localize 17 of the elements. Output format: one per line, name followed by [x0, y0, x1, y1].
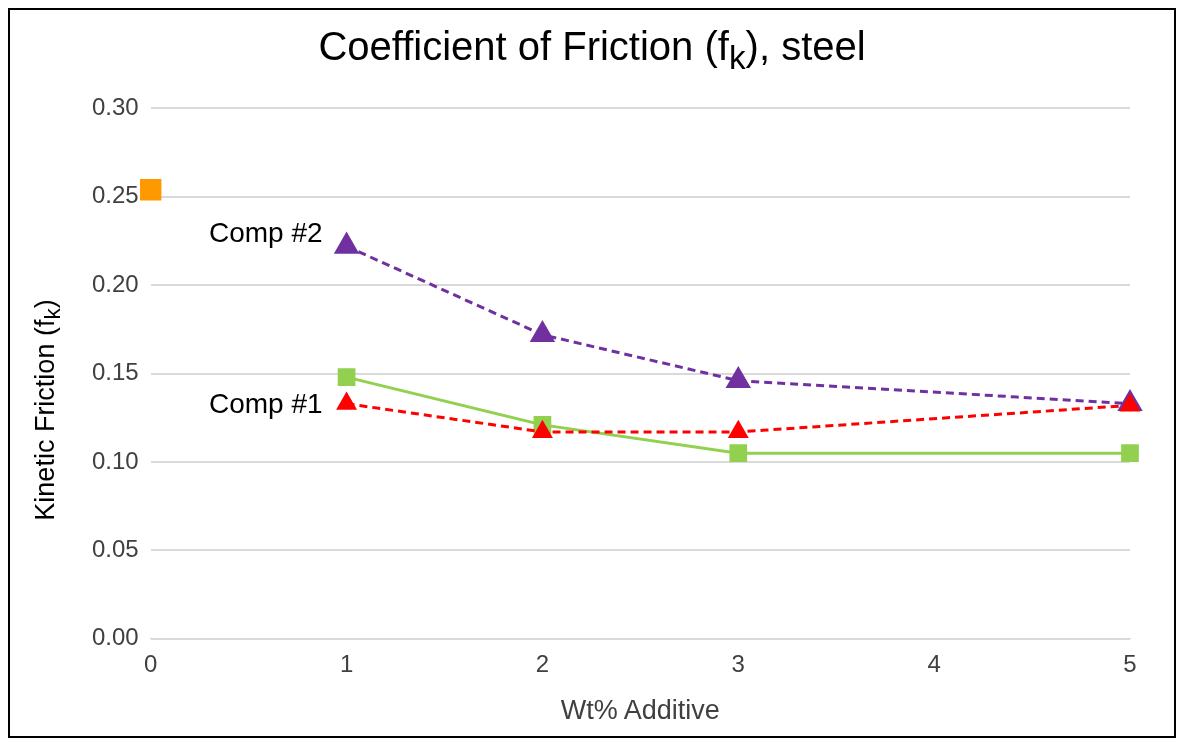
chart-title: Coefficient of Friction (f$_{k}$), steel — [317, 24, 867, 77]
y-tick-label: 0.15 — [91, 358, 139, 386]
series-label: Comp #2 — [208, 217, 323, 249]
x-tick-label: 4 — [927, 649, 941, 677]
x-tick-label: 5 — [1123, 649, 1137, 677]
y-tick-label: 0.00 — [91, 623, 139, 651]
x-tick-label: 1 — [339, 649, 354, 677]
y-tick-label: 0.30 — [91, 93, 139, 121]
y-tick-label: 0.10 — [91, 446, 139, 474]
x-tick-label: 2 — [535, 649, 550, 677]
x-axis-title: Wt% Additive — [560, 695, 720, 726]
x-tick-label: 3 — [731, 649, 745, 677]
y-tick-label: 0.05 — [91, 535, 139, 563]
x-tick-label: 0 — [144, 649, 158, 677]
y-tick-label: 0.25 — [91, 181, 139, 209]
y-tick-label: 0.20 — [91, 269, 139, 297]
series-label: Comp #1 — [208, 388, 323, 420]
